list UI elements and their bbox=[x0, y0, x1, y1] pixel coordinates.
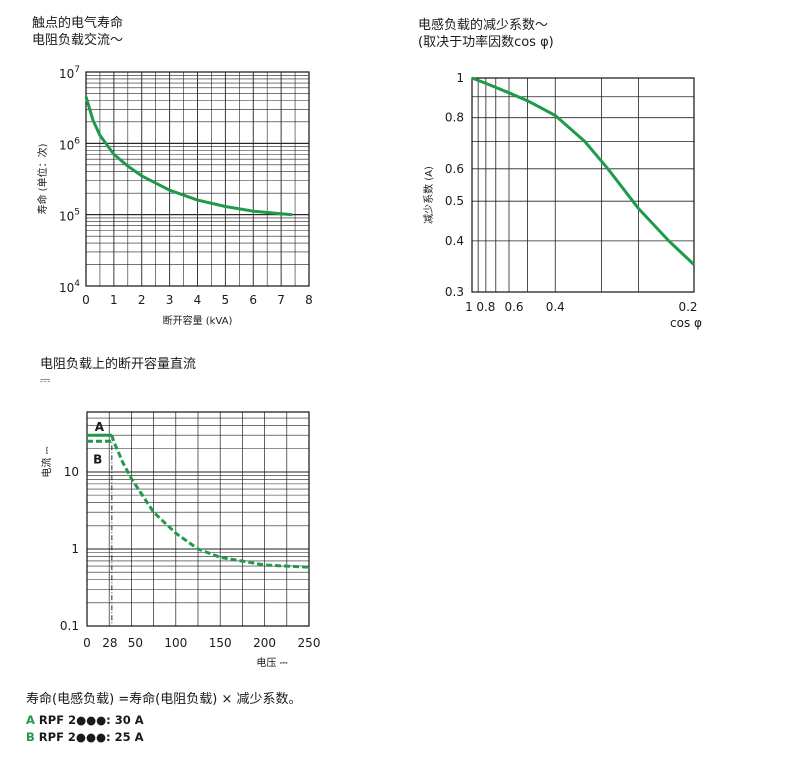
chart1-x-axis-label: 断开容量 (kVA) bbox=[163, 314, 233, 327]
chart1-x-tick-label: 0 bbox=[82, 293, 90, 307]
footer-note: 寿命(电感负载) =寿命(电阻负载) × 减少系数。 bbox=[26, 692, 302, 707]
chart1-y-axis-label: 寿命 (单位：次) bbox=[36, 143, 49, 214]
chart1-y-tick-label: 105 bbox=[59, 208, 80, 224]
chart2-x-axis-label: cos φ bbox=[670, 316, 702, 330]
chart3-x-tick-label: 50 bbox=[128, 636, 143, 650]
chart2-subtitle: (取决于功率因数cos φ) bbox=[418, 35, 554, 50]
chart3-y-tick-label: 10 bbox=[64, 465, 79, 479]
chart3-y-tick-label: 1 bbox=[71, 542, 79, 556]
chart3-series-a-label: A bbox=[95, 420, 105, 434]
chart2-y-tick-label: 0.8 bbox=[445, 111, 464, 125]
chart1-x-tick-label: 4 bbox=[194, 293, 202, 307]
chart1-x-tick-label: 5 bbox=[222, 293, 230, 307]
chart1-y-tick-label: 107 bbox=[59, 65, 80, 81]
chart2-y-tick-label: 1 bbox=[456, 71, 464, 85]
chart1-x-tick-label: 3 bbox=[166, 293, 174, 307]
chart3-frame bbox=[86, 411, 310, 627]
chart2-series-line bbox=[471, 76, 696, 266]
chart3-x-axis-label: 电压 ⎓ bbox=[256, 656, 287, 669]
chart3-x-tick-label: 28 bbox=[102, 636, 117, 650]
chart3-x-tick-label: 250 bbox=[298, 636, 321, 650]
chart3-series-a-dashed bbox=[110, 434, 310, 569]
chart3-title: 电阻负载上的断开容量直流 bbox=[40, 357, 197, 372]
chart1-x-tick-label: 8 bbox=[305, 293, 313, 307]
chart2-frame bbox=[471, 77, 695, 293]
chart1-x-tick-label: 7 bbox=[277, 293, 285, 307]
chart2-x-tick-label: 1 bbox=[465, 300, 473, 314]
chart2-y-tick-label: 0.6 bbox=[445, 162, 464, 176]
chart1-x-tick-label: 1 bbox=[110, 293, 118, 307]
chart2-x-tick-label: 0.4 bbox=[546, 300, 565, 314]
chart2-x-tick-label: 0.8 bbox=[476, 300, 495, 314]
legend-key-b: B bbox=[26, 730, 35, 744]
chart2-y-tick-label: 0.4 bbox=[445, 234, 464, 248]
chart3-x-tick-label: 0 bbox=[83, 636, 91, 650]
chart3-x-tick-label: 200 bbox=[253, 636, 276, 650]
chart3-y-axis-label: 电流 ⎓ bbox=[40, 446, 53, 477]
legend-text-b: RPF 2●●●: 25 A bbox=[38, 730, 144, 744]
legend-key-a: A bbox=[26, 713, 35, 727]
chart1-y-tick-label: 106 bbox=[59, 136, 80, 152]
chart1-subtitle: 电阻负载交流～ bbox=[32, 33, 124, 48]
legend-text-a: RPF 2●●●: 30 A bbox=[38, 713, 144, 727]
legend-entry-b: B RPF 2●●●: 25 A bbox=[26, 730, 144, 744]
chart1-y-tick-label: 104 bbox=[59, 279, 80, 295]
chart3-x-tick-label: 150 bbox=[209, 636, 232, 650]
chart3-x-tick-label: 100 bbox=[164, 636, 187, 650]
chart3-y-tick-label: 0.1 bbox=[60, 619, 79, 633]
chart3-series-b-label: B bbox=[93, 452, 102, 466]
chart1-series-line bbox=[84, 96, 293, 217]
chart1-x-tick-label: 2 bbox=[138, 293, 146, 307]
chart2-y-tick-label: 0.3 bbox=[445, 285, 464, 299]
chart2-x-tick-label: 0.6 bbox=[504, 300, 523, 314]
chart2-y-axis-label: 减少系数 (A) bbox=[422, 166, 435, 224]
chart2-x-tick-label: 0.2 bbox=[678, 300, 697, 314]
chart1-title: 触点的电气寿命 bbox=[32, 16, 124, 31]
chart1-frame bbox=[85, 71, 310, 287]
chart2-y-tick-label: 0.5 bbox=[445, 194, 464, 208]
chart2-title: 电感负载的减少系数～ bbox=[418, 18, 549, 33]
legend-entry-a: A RPF 2●●●: 30 A bbox=[26, 713, 144, 727]
chart1-x-tick-label: 6 bbox=[249, 293, 257, 307]
chart3-subtitle: ⎓ bbox=[40, 373, 51, 388]
